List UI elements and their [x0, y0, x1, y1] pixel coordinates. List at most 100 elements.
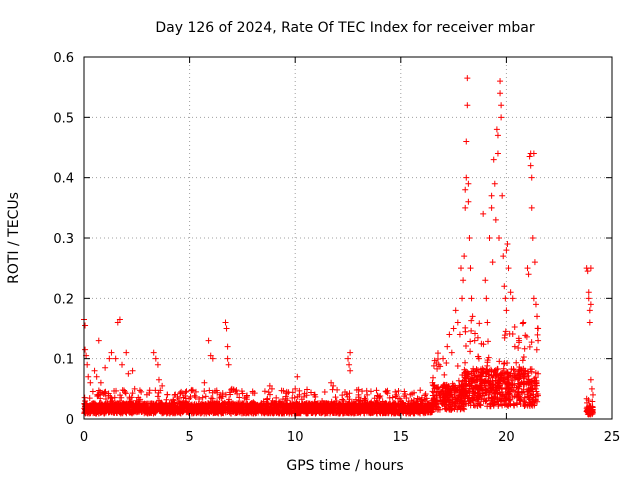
data-point	[117, 392, 124, 399]
data-point	[464, 373, 471, 380]
data-point	[372, 400, 379, 407]
data-point	[154, 393, 161, 400]
data-point	[236, 394, 243, 401]
data-point	[196, 396, 203, 403]
data-point	[208, 408, 215, 415]
data-point	[451, 396, 458, 403]
data-point	[438, 389, 445, 396]
data-point	[528, 339, 535, 346]
data-point	[330, 401, 337, 408]
data-point	[421, 396, 428, 403]
data-point	[500, 253, 507, 260]
data-point	[100, 390, 107, 397]
data-point	[219, 390, 226, 397]
data-point	[455, 377, 462, 384]
data-point	[491, 390, 498, 397]
data-point	[417, 387, 424, 394]
data-point	[303, 410, 310, 417]
data-point	[132, 400, 139, 407]
data-point	[287, 401, 294, 408]
x-tick-label: 15	[393, 430, 410, 445]
data-point	[183, 388, 190, 395]
data-point	[319, 406, 326, 413]
data-point	[498, 102, 505, 109]
data-point	[285, 389, 292, 396]
data-point	[530, 391, 537, 398]
data-point	[395, 395, 402, 402]
data-point	[294, 393, 301, 400]
data-point	[201, 405, 208, 412]
data-point	[367, 400, 374, 407]
data-point	[214, 409, 221, 416]
data-point	[337, 409, 344, 416]
data-point	[437, 394, 444, 401]
data-point	[483, 387, 490, 394]
data-point	[321, 388, 328, 395]
y-tick-label: 0.4	[53, 172, 74, 187]
data-point	[392, 388, 399, 395]
data-point	[517, 397, 524, 404]
data-point	[422, 407, 429, 414]
data-point	[266, 382, 273, 389]
data-point	[516, 372, 523, 379]
data-point	[524, 368, 531, 375]
data-point	[114, 404, 121, 411]
data-point	[405, 398, 412, 405]
data-point	[296, 409, 303, 416]
data-point	[383, 388, 390, 395]
data-point	[106, 355, 113, 362]
data-point	[243, 404, 250, 411]
data-point	[167, 404, 174, 411]
data-point	[461, 377, 468, 384]
data-point	[515, 385, 522, 392]
data-point	[425, 403, 432, 410]
data-point	[133, 397, 140, 404]
data-point	[95, 402, 102, 409]
data-point	[521, 394, 528, 401]
y-tick-label: 0.3	[53, 232, 74, 247]
data-point	[496, 389, 503, 396]
data-point	[116, 409, 123, 416]
data-point	[494, 150, 501, 157]
data-point	[498, 373, 505, 380]
data-point	[332, 394, 339, 401]
data-point	[531, 259, 538, 266]
data-point	[454, 319, 461, 326]
data-point	[137, 404, 144, 411]
x-axis-label: GPS time / hours	[286, 458, 403, 474]
data-point	[448, 406, 455, 413]
data-point	[395, 401, 402, 408]
data-point	[585, 295, 592, 302]
data-point	[501, 334, 508, 341]
data-point	[518, 379, 525, 386]
data-point	[311, 391, 318, 398]
data-point	[84, 409, 91, 416]
data-point	[93, 373, 100, 380]
data-point	[118, 394, 125, 401]
data-point	[446, 387, 453, 394]
data-point	[457, 404, 464, 411]
data-point	[531, 382, 538, 389]
data-point	[86, 395, 93, 402]
data-point	[498, 397, 505, 404]
data-point	[444, 343, 451, 350]
data-point	[345, 355, 351, 362]
data-point	[493, 372, 500, 379]
data-point	[497, 78, 504, 85]
data-point	[491, 399, 498, 406]
data-point	[108, 395, 115, 402]
data-point	[297, 407, 304, 414]
data-point	[112, 401, 119, 408]
data-point	[224, 343, 231, 350]
data-point	[431, 382, 438, 389]
data-point	[401, 403, 408, 410]
data-point	[151, 405, 158, 412]
data-point	[441, 396, 448, 403]
data-point	[400, 402, 407, 409]
data-point	[461, 366, 468, 373]
data-point	[527, 162, 534, 169]
data-point	[462, 204, 469, 211]
data-point	[202, 393, 209, 400]
data-point	[446, 401, 453, 408]
data-point	[452, 384, 459, 391]
